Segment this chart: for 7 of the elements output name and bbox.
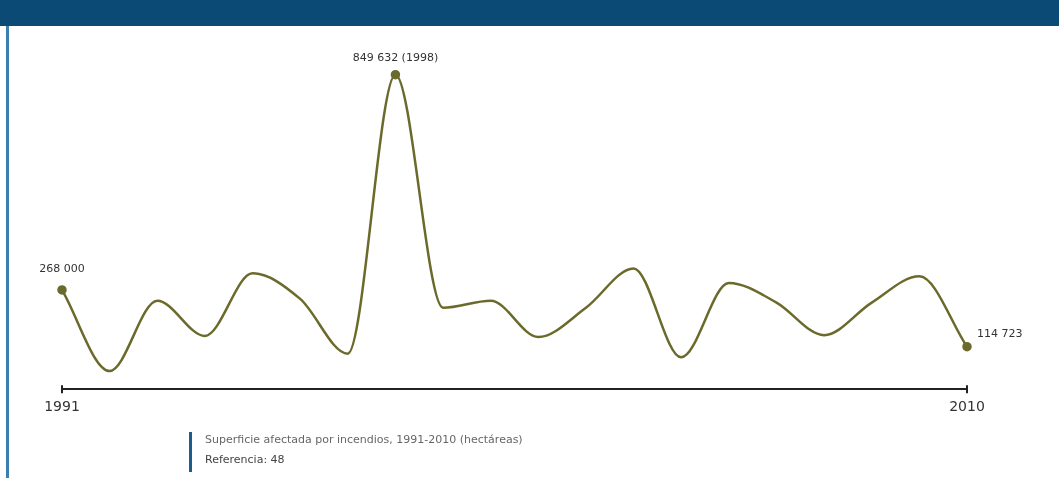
x-tick-label: 2010 — [949, 398, 985, 415]
text: Referencia: 48 — [205, 452, 286, 468]
text: Superficie afectada por incendios, 1991-2010 (hectáreas) — [205, 432, 523, 448]
x-tick-label: 1991 — [44, 398, 80, 415]
data-label: 114 723 — [977, 326, 1023, 340]
data-label: 268 000 — [39, 261, 85, 275]
data-label: 849 632 (1998) — [352, 50, 439, 64]
